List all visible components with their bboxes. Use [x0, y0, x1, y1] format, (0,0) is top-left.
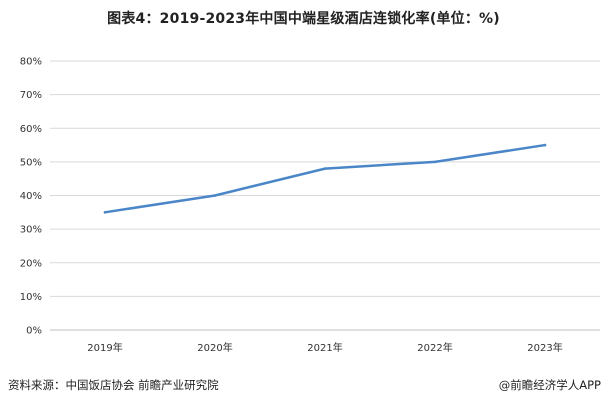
data-point: [103, 211, 107, 214]
data-point: [213, 194, 217, 197]
data-point: [323, 167, 327, 170]
x-axis-ticks: 2019年 2020年 2021年 2022年 2023年: [87, 341, 562, 354]
y-tick-label: 80%: [20, 57, 42, 68]
x-tick-label: 2022年: [417, 341, 452, 354]
x-tick-label: 2020年: [197, 341, 232, 354]
series-layer: [103, 143, 547, 214]
y-tick-label: 30%: [20, 225, 42, 236]
source-note: 资料来源：中国饭店协会 前瞻产业研究院: [8, 378, 219, 392]
x-tick-label: 2023年: [527, 341, 562, 354]
data-point: [543, 143, 547, 147]
y-axis-ticks: 0% 10% 20% 30% 40% 50% 60% 70% 80%: [20, 57, 42, 337]
y-tick-label: 40%: [20, 191, 42, 202]
y-tick-label: 10%: [20, 292, 42, 303]
y-tick-label: 50%: [20, 157, 42, 168]
gridlines: [50, 60, 600, 331]
chart-title: 图表4：2019-2023年中国中端星级酒店连锁化率(单位：%): [107, 11, 500, 27]
data-point: [433, 160, 437, 164]
y-tick-label: 70%: [20, 90, 42, 101]
series-line: [103, 143, 547, 214]
y-tick-label: 20%: [20, 258, 42, 269]
credit-note: @前瞻经济学人APP: [498, 378, 601, 392]
x-tick-label: 2021年: [307, 341, 342, 354]
y-tick-label: 0%: [26, 326, 42, 337]
x-tick-label: 2019年: [87, 341, 122, 354]
y-tick-label: 60%: [20, 124, 42, 135]
